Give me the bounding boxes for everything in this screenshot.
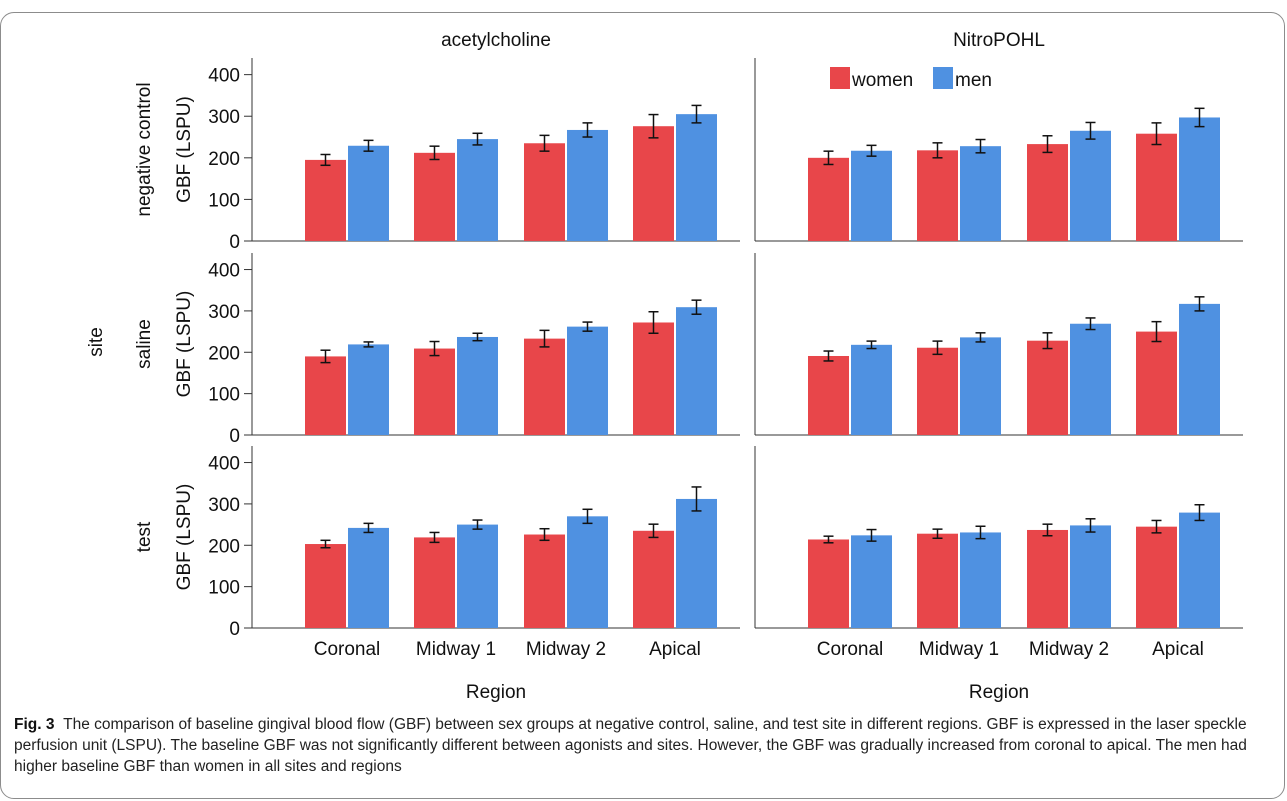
bar-men [457,336,498,435]
bar-women [414,537,455,628]
y-axis-label-2: GBF (LSPU) [174,484,195,591]
x-tick-label: Coronal [817,639,884,660]
x-tick-label: Apical [649,639,701,660]
x-tick-label: Midway 1 [919,639,999,660]
y-axis-label-0: GBF (LSPU) [174,96,195,203]
legend-label-women: women [851,70,913,91]
bar-men [851,535,892,628]
x-tick-label: Coronal [314,639,381,660]
bar-women [524,143,565,241]
y-tick-label: 100 [208,190,240,211]
x-axis-title-0: Region [466,682,526,703]
bar-men [348,145,389,241]
bar-men [676,114,717,241]
bar-men [457,524,498,628]
bar-men [676,498,717,628]
bar-men [676,307,717,435]
bar-women [1027,144,1068,241]
caption-text: The comparison of baseline gingival bloo… [14,716,1247,775]
bar-men [457,139,498,241]
legend-swatch-men [933,67,953,89]
x-tick-label: Apical [1152,639,1204,660]
bar-women [917,150,958,241]
y-tick-label: 100 [208,578,240,599]
x-tick-label: Midway 2 [1029,639,1109,660]
row-title-2: test [134,521,155,552]
y-tick-label: 300 [208,495,240,516]
y-tick-label: 0 [229,232,240,253]
bar-men [1070,525,1111,628]
column-title-1: NitroPOHL [953,30,1045,51]
caption-label: Fig. 3 [14,716,55,733]
grouped-bar-chart: acetylcholine NitroPOHL site negative contr… [86,30,1243,703]
bar-men [960,146,1001,241]
bar-women [305,159,346,241]
bar-men [960,532,1001,628]
legend-swatch-women [830,67,850,89]
figure-frame [0,12,1285,799]
bar-women [1136,526,1177,628]
bar-men [567,129,608,241]
bar-men [1179,303,1220,435]
figure-caption: Fig. 3 The comparison of baseline gingiv… [14,714,1276,777]
bar-women [917,533,958,628]
bar-men [1179,512,1220,628]
y-tick-label: 200 [208,343,240,364]
bar-women [808,355,849,435]
bar-men [1070,323,1111,435]
y-tick-label: 100 [208,385,240,406]
bar-women [1136,331,1177,435]
bar-women [633,126,674,241]
y-axis-label-1: GBF (LSPU) [174,291,195,398]
y-tick-label: 400 [208,454,240,475]
bar-women [414,152,455,241]
bar-women [808,157,849,241]
row-title-1: saline [134,319,155,369]
bar-women [524,534,565,628]
bar-women [414,348,455,435]
row-title-0: negative control [134,82,155,216]
bar-men [567,326,608,435]
x-tick-label: Midway 1 [416,639,496,660]
bar-women [1136,133,1177,241]
bar-women [305,544,346,628]
bar-women [633,322,674,435]
bar-women [808,539,849,628]
bar-women [1027,340,1068,435]
x-axis-title-1: Region [969,682,1029,703]
y-tick-label: 200 [208,149,240,170]
y-tick-label: 300 [208,107,240,128]
y-tick-label: 0 [229,619,240,640]
bar-women [917,347,958,435]
bar-men [851,344,892,435]
bar-men [348,527,389,628]
y-tick-label: 400 [208,261,240,282]
bar-women [633,530,674,628]
bar-men [348,344,389,435]
bar-men [1179,117,1220,241]
y-tick-label: 300 [208,302,240,323]
bar-women [1027,529,1068,628]
y-tick-label: 400 [208,66,240,87]
bar-women [524,338,565,435]
legend-label-men: men [955,70,992,91]
bar-men [851,150,892,241]
x-tick-label: Midway 2 [526,639,606,660]
y-tick-label: 200 [208,536,240,557]
bar-men [960,337,1001,435]
facet-row-title: site [86,327,107,357]
bar-men [1070,130,1111,241]
column-title-0: acetylcholine [441,30,551,51]
bar-men [567,516,608,628]
bar-women [305,356,346,435]
y-tick-label: 0 [229,426,240,447]
